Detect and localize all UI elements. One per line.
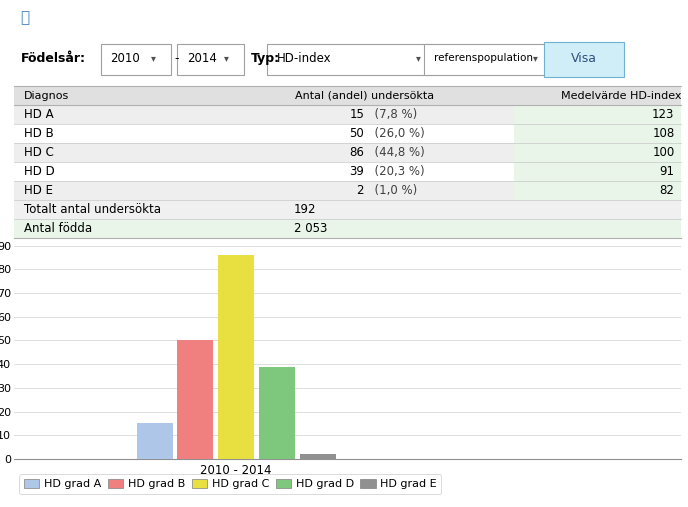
Bar bbox=[14, 105, 514, 124]
Text: 2010: 2010 bbox=[111, 52, 140, 65]
Text: 192: 192 bbox=[294, 203, 316, 216]
Text: 2: 2 bbox=[356, 184, 364, 197]
Bar bbox=[14, 162, 514, 181]
Text: Totalt antal undersökta: Totalt antal undersökta bbox=[24, 203, 161, 216]
Text: HD C: HD C bbox=[24, 146, 54, 159]
Text: 39: 39 bbox=[350, 165, 364, 178]
FancyBboxPatch shape bbox=[544, 42, 625, 77]
Text: 50: 50 bbox=[350, 127, 364, 140]
Bar bbox=[514, 105, 681, 124]
FancyBboxPatch shape bbox=[424, 44, 548, 75]
Bar bbox=[14, 181, 514, 200]
Text: HD B: HD B bbox=[24, 127, 54, 140]
Bar bbox=[14, 200, 681, 219]
Text: (20,3 %): (20,3 %) bbox=[367, 165, 425, 178]
Text: Medelvärde HD-index: Medelvärde HD-index bbox=[561, 91, 681, 100]
FancyBboxPatch shape bbox=[178, 44, 244, 75]
Text: HD D: HD D bbox=[24, 165, 54, 178]
Text: 108: 108 bbox=[652, 127, 674, 140]
Text: 91: 91 bbox=[659, 165, 674, 178]
Text: referenspopulation: referenspopulation bbox=[434, 53, 533, 63]
Text: (1,0 %): (1,0 %) bbox=[367, 184, 418, 197]
Text: Antal (andel) undersökta: Antal (andel) undersökta bbox=[294, 91, 433, 100]
Legend: HD grad A, HD grad B, HD grad C, HD grad D, HD grad E: HD grad A, HD grad B, HD grad C, HD grad… bbox=[19, 475, 442, 494]
Text: (7,8 %): (7,8 %) bbox=[367, 108, 418, 121]
Bar bbox=[137, 423, 173, 459]
Text: 2 053: 2 053 bbox=[294, 222, 327, 235]
Text: 15: 15 bbox=[350, 108, 364, 121]
Text: ▾: ▾ bbox=[416, 53, 421, 63]
Text: ▾: ▾ bbox=[533, 53, 538, 63]
Bar bbox=[218, 255, 254, 459]
Bar bbox=[300, 454, 336, 459]
Text: Födelsår:: Födelsår: bbox=[21, 52, 85, 65]
Text: 2014: 2014 bbox=[187, 52, 217, 65]
FancyBboxPatch shape bbox=[268, 44, 431, 75]
Text: Visa: Visa bbox=[571, 52, 597, 65]
Text: 86: 86 bbox=[350, 146, 364, 159]
Text: ▾: ▾ bbox=[151, 53, 155, 63]
Text: HD A: HD A bbox=[24, 108, 54, 121]
Text: Typ:: Typ: bbox=[250, 52, 280, 65]
Text: (44,8 %): (44,8 %) bbox=[367, 146, 425, 159]
Bar bbox=[14, 143, 514, 162]
Text: Antal födda: Antal födda bbox=[24, 222, 92, 235]
Bar bbox=[514, 143, 681, 162]
Text: HD-index: HD-index bbox=[277, 52, 332, 65]
Text: 123: 123 bbox=[652, 108, 674, 121]
FancyBboxPatch shape bbox=[100, 44, 171, 75]
Text: ▾: ▾ bbox=[224, 53, 229, 63]
Bar bbox=[514, 162, 681, 181]
Text: (26,0 %): (26,0 %) bbox=[367, 127, 425, 140]
Bar bbox=[178, 341, 213, 459]
Bar bbox=[259, 367, 295, 459]
Bar bbox=[14, 86, 681, 105]
Text: -: - bbox=[174, 52, 178, 65]
Text: HD E: HD E bbox=[24, 184, 53, 197]
Bar bbox=[514, 181, 681, 200]
Bar bbox=[514, 124, 681, 143]
Bar bbox=[14, 124, 514, 143]
Text: 82: 82 bbox=[660, 184, 674, 197]
Text: ⓘ: ⓘ bbox=[21, 10, 30, 25]
Bar bbox=[14, 219, 681, 238]
Text: 100: 100 bbox=[652, 146, 674, 159]
Text: Diagnos: Diagnos bbox=[24, 91, 69, 100]
